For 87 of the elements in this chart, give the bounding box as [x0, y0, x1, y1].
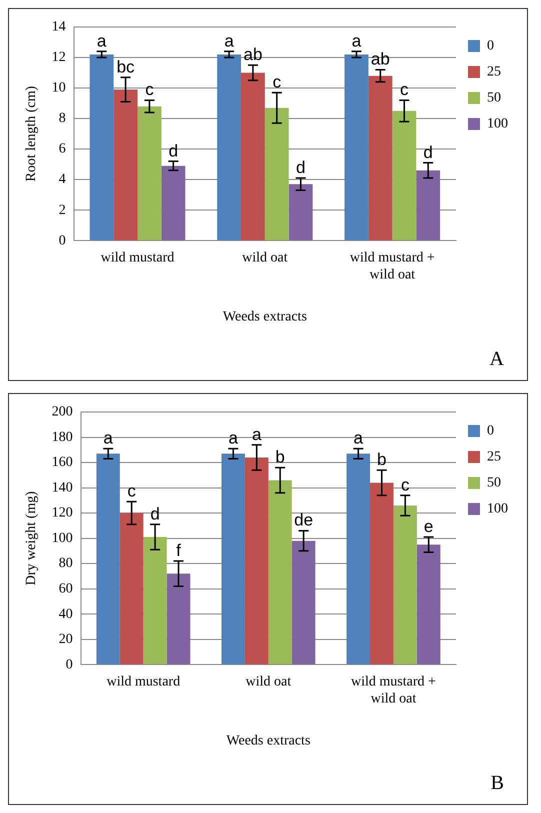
annotation: c — [272, 72, 282, 92]
y-axis-title: Dry weight (mg) — [24, 490, 40, 586]
bar — [416, 170, 440, 240]
bar — [393, 505, 417, 664]
bar — [161, 166, 186, 240]
x-axis-title: Weeds extracts — [226, 733, 310, 748]
y-tick-label: 80 — [58, 556, 73, 572]
y-tick-label: 10 — [52, 80, 66, 96]
y-tick-label: 0 — [58, 233, 66, 248]
bar — [114, 90, 138, 240]
y-tick-label: 2 — [58, 202, 66, 218]
y-tick-label: 6 — [58, 142, 66, 157]
y-tick-label: 14 — [52, 20, 66, 35]
legend-label: 50 — [487, 90, 501, 106]
annotation: de — [294, 510, 314, 530]
legend-label: 25 — [487, 450, 501, 465]
bar — [392, 110, 416, 240]
bar — [166, 574, 190, 664]
bar — [90, 54, 114, 240]
y-tick-label: 40 — [58, 606, 73, 622]
annotation: d — [296, 158, 306, 178]
bar — [143, 537, 167, 664]
y-tick-label: 20 — [58, 632, 73, 648]
x-tick-label: wild mustard + wild oat — [351, 674, 436, 706]
annotation: c — [400, 80, 409, 100]
y-tick-label: 12 — [52, 50, 66, 66]
y-tick-label: 60 — [58, 581, 73, 596]
y-tick-label: 4 — [58, 172, 66, 188]
annotation: c — [145, 80, 154, 100]
legend-label: 25 — [487, 64, 501, 80]
legend-label: 0 — [487, 424, 494, 439]
y-tick-label: 200 — [52, 404, 73, 420]
bar — [217, 54, 242, 240]
bar — [346, 454, 370, 664]
bar — [370, 482, 394, 664]
annotation: f — [176, 541, 182, 560]
x-tick-label: wild mustard — [100, 250, 174, 266]
x-tick-label: wild oat — [246, 674, 292, 690]
annotation: a — [103, 428, 114, 448]
legend-label: 100 — [487, 116, 508, 132]
bar — [268, 480, 292, 664]
annotation: d — [150, 504, 160, 524]
bar — [120, 513, 144, 664]
annotation: a — [352, 31, 362, 50]
y-tick-label: 160 — [52, 455, 73, 470]
bar — [138, 106, 162, 240]
bar — [96, 454, 120, 664]
annotation: a — [252, 424, 262, 444]
legend-label: 100 — [487, 502, 508, 517]
annotation: d — [423, 142, 433, 162]
y-tick-label: 140 — [52, 480, 73, 496]
bar — [222, 454, 245, 664]
bar — [288, 184, 313, 240]
y-tick-label: 100 — [52, 530, 73, 546]
annotation: b — [275, 448, 285, 467]
x-axis-title: Weeds extracts — [222, 309, 307, 324]
annotation: a — [224, 31, 234, 50]
annotation: a — [228, 428, 238, 448]
annotation: a — [354, 428, 364, 448]
annotation: c — [400, 475, 410, 494]
bar — [416, 544, 440, 664]
text: B — [490, 772, 504, 794]
bar — [241, 72, 265, 240]
annotation: c — [127, 482, 136, 501]
x-tick-label: wild mustard + wild oat — [350, 250, 435, 282]
bar — [368, 76, 392, 240]
annotation: ab — [243, 45, 262, 64]
y-tick-label: 120 — [52, 506, 73, 521]
y-tick-label: 0 — [66, 657, 73, 672]
text: A — [490, 348, 505, 370]
legend-label: 50 — [487, 476, 501, 491]
y-axis-title: Root length (cm) — [24, 86, 40, 182]
y-tick-label: 8 — [58, 111, 66, 126]
x-tick-label: wild mustard — [106, 674, 180, 690]
bar — [244, 457, 268, 664]
annotation: ab — [370, 50, 390, 69]
bar — [292, 540, 316, 664]
bar — [344, 54, 368, 240]
bar — [264, 108, 289, 240]
annotation: e — [424, 517, 434, 536]
y-tick-label: 180 — [52, 430, 73, 445]
annotation: bc — [116, 57, 136, 76]
annotation: b — [377, 450, 386, 470]
x-tick-label: wild oat — [242, 250, 288, 266]
annotation: a — [96, 31, 107, 50]
annotation: d — [168, 141, 178, 160]
legend-label: 0 — [487, 38, 494, 54]
